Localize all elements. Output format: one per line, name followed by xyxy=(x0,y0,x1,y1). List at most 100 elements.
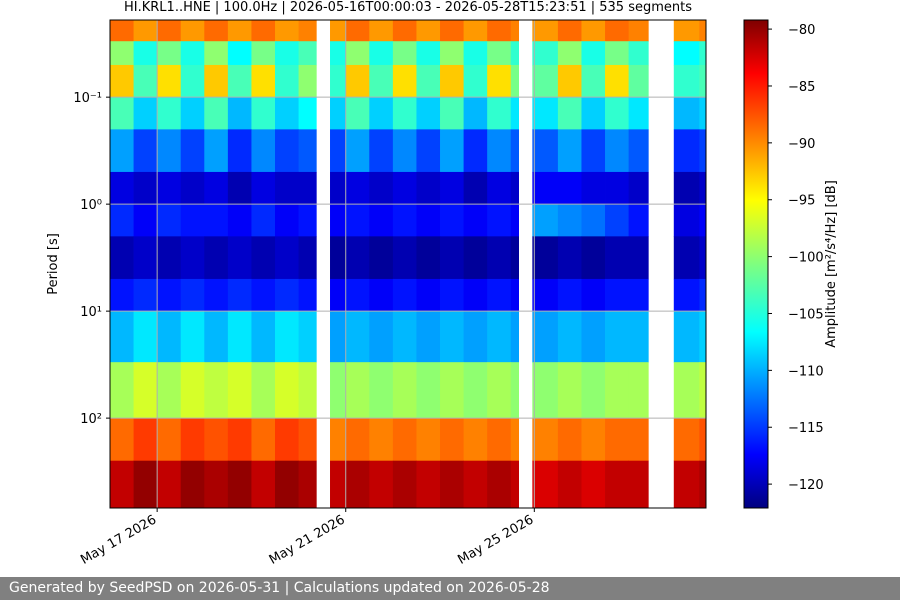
heatmap-cell xyxy=(673,64,700,98)
heatmap-cell xyxy=(699,171,707,205)
heatmap-cell xyxy=(369,460,394,509)
heatmap-cell xyxy=(180,171,205,205)
heatmap-cell xyxy=(673,278,700,312)
heatmap-cell xyxy=(157,97,182,130)
heatmap-cell xyxy=(487,278,512,312)
heatmap-cell xyxy=(110,278,134,312)
heatmap-cell xyxy=(204,171,229,205)
heatmap-cell xyxy=(532,278,559,312)
colorbar xyxy=(743,19,769,509)
heatmap-cell xyxy=(204,311,229,363)
heatmap-cell xyxy=(345,204,370,237)
heatmap-cell xyxy=(416,311,441,363)
heatmap-cell xyxy=(227,204,252,237)
heatmap-cell xyxy=(532,311,559,363)
heatmap-cell xyxy=(204,97,229,130)
heatmap-cell xyxy=(628,362,649,419)
heatmap-cell xyxy=(204,236,229,280)
heatmap-cell xyxy=(440,41,464,66)
heatmap-cell xyxy=(227,64,252,98)
heatmap-cell xyxy=(699,97,707,130)
heatmap-cell xyxy=(605,171,630,205)
heatmap-cell xyxy=(369,20,394,42)
heatmap-cell xyxy=(487,41,512,66)
heatmap-cell xyxy=(330,311,347,363)
heatmap-cell xyxy=(463,236,488,280)
heatmap-cell xyxy=(330,204,347,237)
heatmap-cell xyxy=(180,41,205,66)
heatmap-cell xyxy=(298,460,317,509)
heatmap-cell xyxy=(110,171,134,205)
heatmap-cell xyxy=(330,129,347,173)
heatmap-cell xyxy=(628,64,649,98)
heatmap-cell xyxy=(275,41,299,66)
colorbar-tick-label: −90 xyxy=(788,137,815,152)
heatmap-cell xyxy=(369,418,394,462)
heatmap-cell xyxy=(298,41,317,66)
heatmap-cell xyxy=(605,418,630,462)
heatmap-cell xyxy=(699,64,707,98)
heatmap-cell xyxy=(275,129,299,173)
heatmap-cell xyxy=(180,97,205,130)
heatmap-cell xyxy=(204,64,229,98)
x-tick-label: May 17 2026 xyxy=(78,512,159,567)
heatmap-cell xyxy=(227,236,252,280)
heatmap-cell xyxy=(605,236,630,280)
heatmap-cell xyxy=(345,278,370,312)
heatmap-cell xyxy=(251,418,276,462)
heatmap-cell xyxy=(251,64,276,98)
heatmap-cell xyxy=(532,97,559,130)
y-tick-label: 10⁻¹ xyxy=(73,91,102,106)
heatmap-cell xyxy=(133,418,158,462)
heatmap-cell xyxy=(673,171,700,205)
heatmap-cell xyxy=(605,97,630,130)
colorbar-label: Amplitude [m²/s⁴/Hz] [dB] xyxy=(824,180,839,348)
heatmap-cell xyxy=(157,171,182,205)
heatmap-cell xyxy=(330,171,347,205)
heatmap-cell xyxy=(180,236,205,280)
heatmap-cell xyxy=(440,311,464,363)
heatmap-cell xyxy=(227,278,252,312)
heatmap-cell xyxy=(628,41,649,66)
heatmap-cell xyxy=(557,460,582,509)
heatmap-cell xyxy=(392,64,417,98)
heatmap-cell xyxy=(133,41,158,66)
heatmap-cell xyxy=(440,460,464,509)
heatmap-cell xyxy=(605,460,630,509)
heatmap-cell xyxy=(487,204,512,237)
heatmap-cell xyxy=(330,20,347,42)
heatmap-cell xyxy=(298,20,317,42)
heatmap-cell xyxy=(157,129,182,173)
heatmap-cell xyxy=(510,362,519,419)
heatmap-cell xyxy=(392,311,417,363)
heatmap-cell xyxy=(581,97,606,130)
heatmap-cell xyxy=(133,204,158,237)
heatmap-cell xyxy=(416,460,441,509)
heatmap-cell xyxy=(581,171,606,205)
x-tick-label: May 25 2026 xyxy=(455,512,536,567)
heatmap-cell xyxy=(673,460,700,509)
heatmap-cell xyxy=(392,97,417,130)
heatmap-cell xyxy=(581,41,606,66)
heatmap-cell xyxy=(227,460,252,509)
heatmap-cell xyxy=(275,236,299,280)
heatmap-cell xyxy=(392,20,417,42)
heatmap-cell xyxy=(392,362,417,419)
heatmap-cell xyxy=(330,97,347,130)
heatmap-cell xyxy=(204,204,229,237)
heatmap-cell xyxy=(673,97,700,130)
heatmap-cell xyxy=(463,311,488,363)
heatmap-cell xyxy=(416,97,441,130)
heatmap-cell xyxy=(251,204,276,237)
heatmap-cell xyxy=(557,41,582,66)
heatmap-cell xyxy=(204,460,229,509)
heatmap-cell xyxy=(581,311,606,363)
heatmap-cell xyxy=(157,236,182,280)
chart-title: HI.KRL1..HNE | 100.0Hz | 2026-05-16T00:0… xyxy=(124,0,692,15)
heatmap-cell xyxy=(440,362,464,419)
heatmap-cell xyxy=(180,129,205,173)
heatmap-cell xyxy=(581,64,606,98)
heatmap-cell xyxy=(251,171,276,205)
heatmap-cell xyxy=(298,171,317,205)
heatmap-cell xyxy=(510,236,519,280)
